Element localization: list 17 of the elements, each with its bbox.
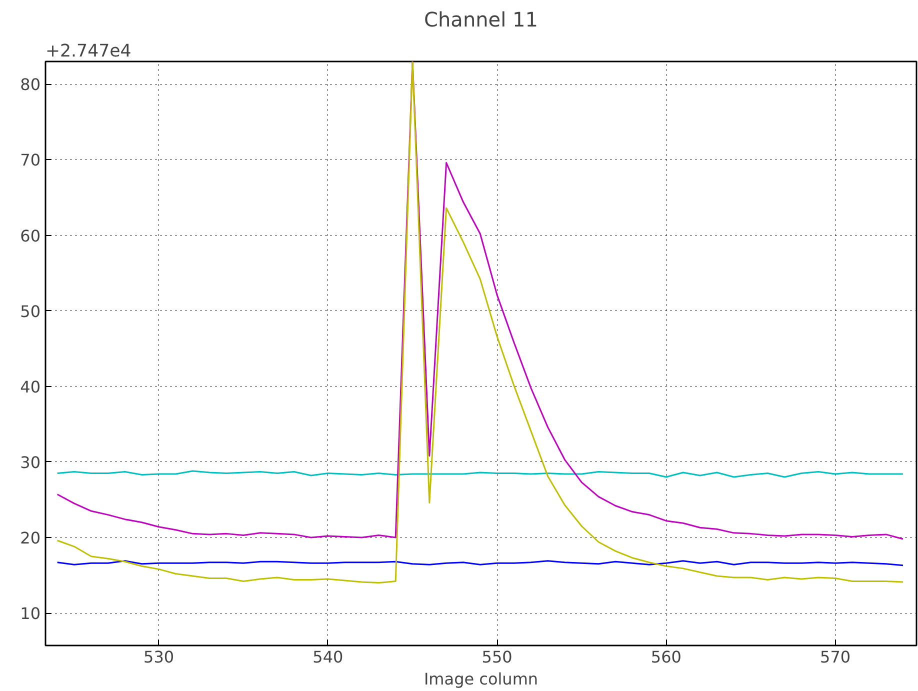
annotation: +2.747e4 xyxy=(46,42,132,62)
x-tick-label: 540 xyxy=(312,648,344,666)
y-tick-label: 70 xyxy=(20,150,40,170)
y-tick-label: 80 xyxy=(20,75,40,94)
line-series xyxy=(56,470,904,478)
x-tick-label: 570 xyxy=(820,648,851,666)
y-tick-label: 20 xyxy=(20,528,40,548)
x-tick-label: 560 xyxy=(650,648,682,666)
x-tick-label: 550 xyxy=(482,648,512,666)
y-tick-label: 60 xyxy=(20,226,40,246)
x-axis-title: Image column xyxy=(424,670,538,688)
y-tick-label: 30 xyxy=(20,452,40,472)
y-tick-label: 40 xyxy=(20,377,40,396)
y-tick-label: 10 xyxy=(20,604,40,624)
x-tick-label: 530 xyxy=(144,648,174,666)
chart-title: Channel 11 xyxy=(424,8,538,32)
y-tick-label: 50 xyxy=(20,302,40,321)
